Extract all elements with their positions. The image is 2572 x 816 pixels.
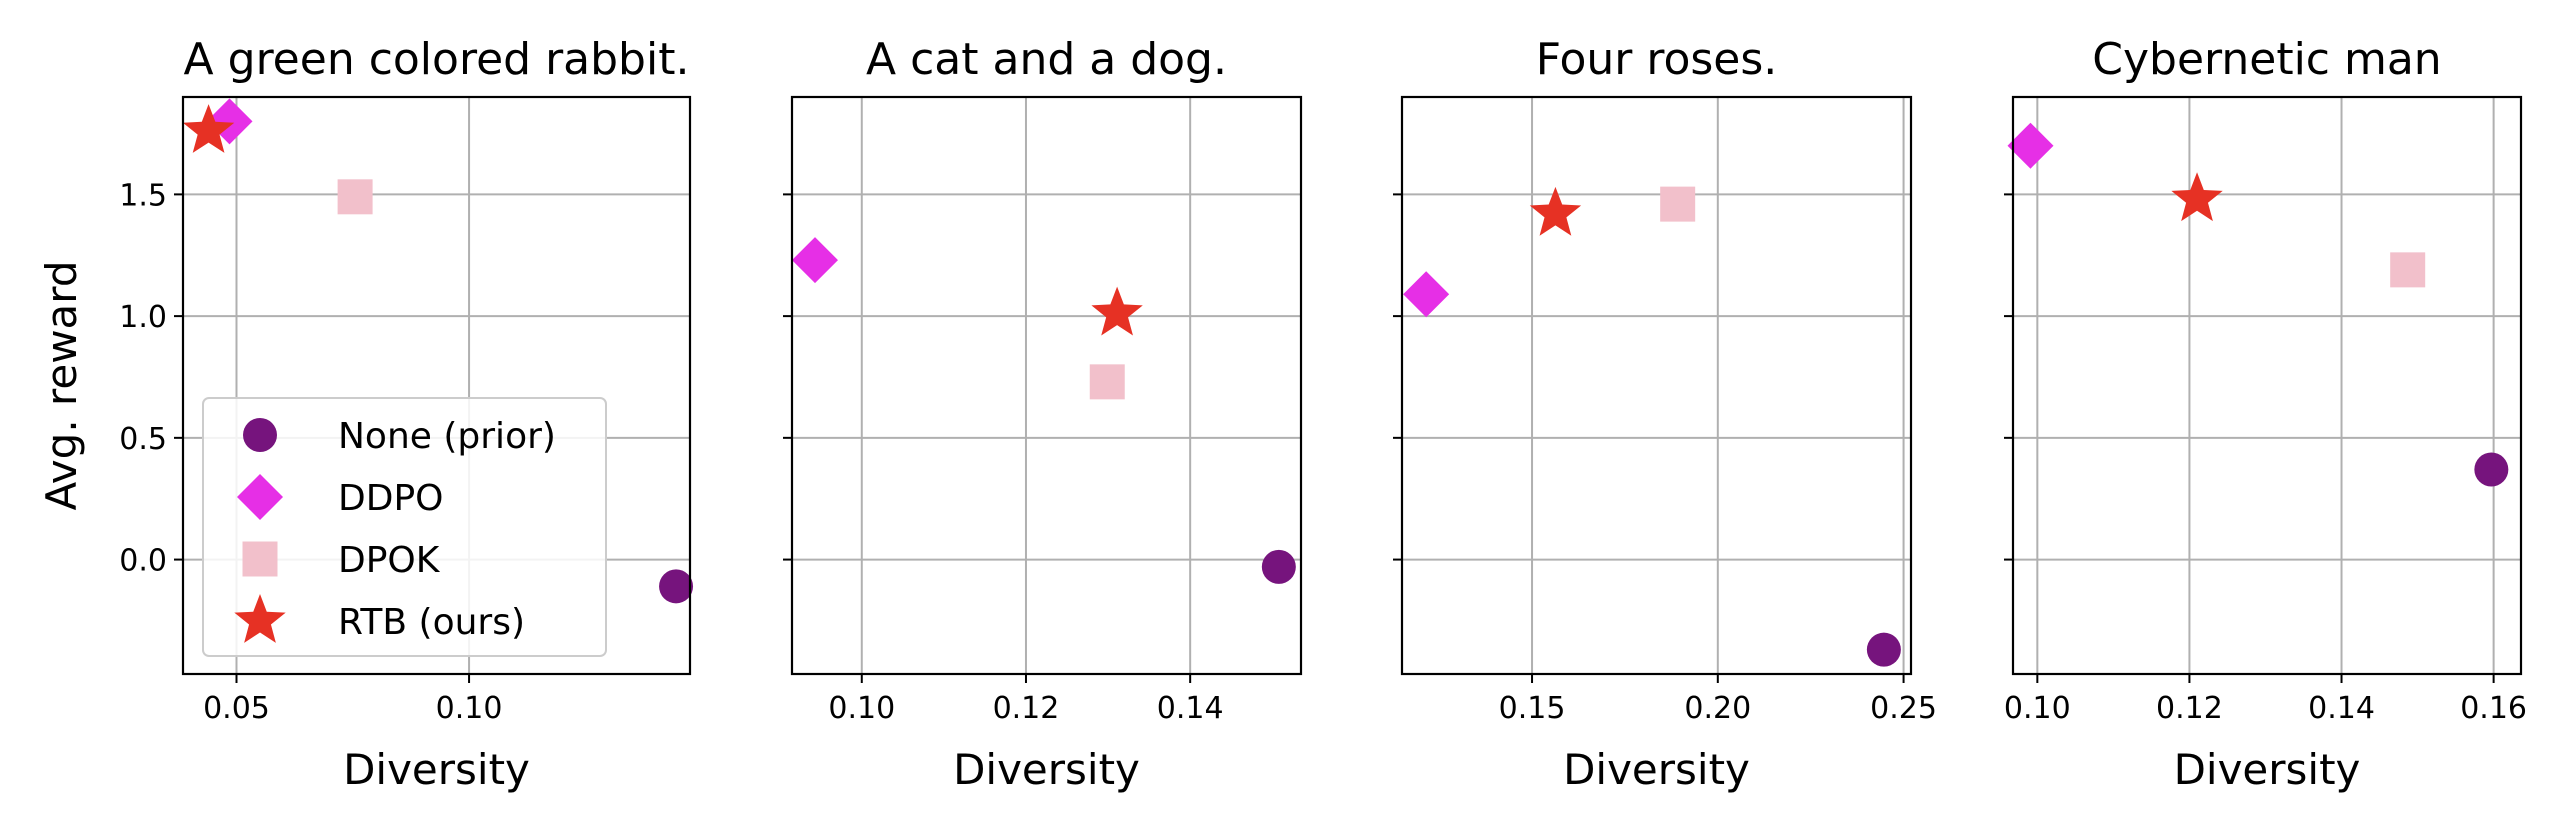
x-tick-label: 0.12 [993,691,1060,726]
panel-title: Cybernetic man [2092,34,2441,85]
plot-frame [1400,95,1913,676]
legend-label: DPOK [338,540,441,581]
x-axis-label: Diversity [2174,745,2361,794]
x-tick-label: 0.10 [828,691,895,726]
data-point-dpok [337,179,373,215]
panel-1: 0.05 0.10 0.0 0.5 1.0 1.5 A green colored rabb… [37,34,694,794]
y-tick-label: 0.5 [119,422,167,457]
data-point-none-prior [1866,632,1901,667]
x-axis-label: Diversity [953,745,1140,794]
plot-frame [790,95,1303,676]
panel-2: 0.10 0.12 0.14 A cat and a dog. Diversity [783,34,1303,794]
panel-title: Four roses. [1536,34,1778,85]
x-tick-label: 0.12 [2156,691,2223,726]
legend-marker-none-prior [243,418,277,452]
x-tick-label: 0.25 [1870,691,1937,726]
data-point-rtb-ours [2171,172,2223,222]
data-point-rtb-ours [1529,186,1582,236]
plot-frame [181,95,692,676]
x-tick-label: 0.20 [1684,691,1751,726]
x-tick-label: 0.05 [203,691,270,726]
legend-label: DDPO [338,478,444,519]
x-tick-label: 0.14 [1157,691,1224,726]
data-point-dpok [1089,364,1125,400]
data-point-dpok [1660,186,1696,222]
data-point-ddpo [1403,271,1450,318]
panel-title: A cat and a dog. [866,34,1227,85]
legend-marker-ddpo [237,474,283,520]
data-point-rtb-ours [1091,286,1143,336]
x-tick-label: 0.14 [2308,691,2375,726]
data-point-none-prior [2474,452,2509,487]
plot-frame [2011,95,2523,676]
data-point-none-prior [1261,549,1296,584]
x-tick-label: 0.10 [436,691,503,726]
legend-label: RTB (ours) [338,602,525,643]
y-tick-label: 1.0 [119,300,167,335]
legend: None (prior) DDPO DPOK RTB (ours) [202,397,607,657]
legend-frame [202,397,607,657]
x-tick-label: 0.16 [2460,691,2527,726]
y-tick-label: 0.0 [119,544,167,579]
y-tick-label: 1.5 [119,178,167,213]
panel-3: 0.15 0.20 0.25 Four roses. Diversity [1393,34,1937,794]
data-point-ddpo [2007,122,2054,169]
legend-marker-dpok [242,541,278,577]
legend-label: None (prior) [338,416,556,457]
data-point-rtb-ours [182,104,235,153]
x-tick-label: 0.10 [2004,691,2071,726]
panel-title: A green colored rabbit. [184,34,690,85]
data-point-ddpo [791,237,838,284]
x-tick-label: 0.15 [1499,691,1566,726]
data-point-dpok [2390,252,2426,288]
y-axis-label: Avg. reward [37,261,86,511]
x-axis-label: Diversity [343,745,530,794]
legend-marker-rtb-ours [234,594,286,643]
x-axis-label: Diversity [1563,745,1750,794]
panel-4: 0.10 0.12 0.14 0.16 Cybernetic man Diversity [2004,34,2527,794]
data-point-none-prior [659,569,694,604]
